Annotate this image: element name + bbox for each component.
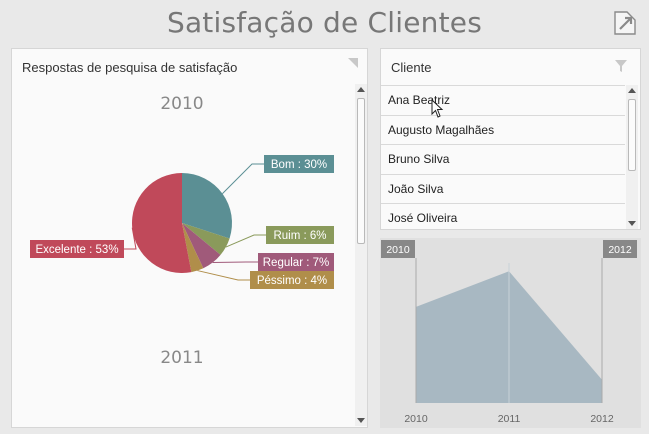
scroll-down-icon[interactable] (628, 221, 636, 226)
list-item[interactable]: João Silva (381, 173, 625, 204)
range-handle-label: 2012 (608, 244, 632, 256)
range-x-tick-label: 2011 (498, 413, 521, 425)
pie-chart: Bom : 30% Ruim : 6% Regular : 7% Péssimo : … (30, 155, 334, 289)
pie-leader-line (225, 234, 266, 248)
range-end-handle[interactable]: 2012 (601, 240, 637, 403)
client-list-scrollbar[interactable] (626, 85, 638, 229)
pie-leader-line (222, 163, 264, 194)
client-panel-caption: Cliente (391, 60, 432, 75)
scroll-thumb[interactable] (628, 99, 636, 171)
time-range-selector[interactable]: 2010 2012 2010 2011 2012 (380, 238, 641, 428)
pie-data-label: Ruim : 6% (273, 230, 326, 242)
scroll-up-icon[interactable] (357, 87, 365, 92)
pie-chart-panel: Respostas de pesquisa de satisfação 2010… (11, 48, 368, 428)
list-item[interactable]: Ana Beatriz (381, 85, 625, 115)
pie-slice[interactable] (182, 223, 204, 273)
range-start-handle[interactable]: 2010 (381, 240, 417, 403)
scroll-up-icon[interactable] (628, 88, 636, 93)
range-x-tick-label: 2012 (590, 413, 614, 425)
client-filter-panel: Cliente Ana Beatriz Augusto Magalhães Br… (380, 48, 641, 230)
pie-data-label: Bom : 30% (271, 159, 327, 171)
mouse-cursor-icon (431, 99, 444, 118)
range-handle-label: 2010 (386, 244, 410, 256)
page-title: Satisfação de Clientes (166, 6, 483, 39)
pie-label-box (30, 240, 124, 258)
pie-leader-line (212, 261, 258, 264)
pie-label-box (266, 226, 334, 244)
export-icon[interactable] (612, 8, 638, 36)
pie-data-label: Regular : 7% (263, 257, 329, 269)
pie-label-box (258, 253, 334, 271)
pie-slice[interactable] (182, 223, 221, 269)
filter-icon[interactable] (614, 59, 628, 73)
pie-leader-line (124, 227, 137, 250)
pie-slice[interactable] (182, 173, 233, 239)
list-item[interactable]: Bruno Silva (381, 144, 625, 174)
pie-year-2010: 2010 (160, 94, 204, 114)
scroll-down-icon[interactable] (357, 418, 365, 423)
scroll-thumb[interactable] (357, 98, 365, 244)
pie-slice[interactable] (182, 223, 230, 255)
pie-data-label: Péssimo : 4% (257, 275, 327, 287)
pie-label-box (250, 271, 334, 289)
pie-slice[interactable] (132, 173, 192, 273)
client-list: Ana Beatriz Augusto Magalhães Bruno Silv… (381, 85, 625, 233)
pie-label-box (264, 155, 334, 173)
pie-data-label: Excelente : 53% (35, 244, 118, 256)
range-x-tick-label: 2010 (404, 413, 428, 425)
maximize-icon[interactable] (347, 57, 359, 69)
pie-leader-line (197, 270, 250, 281)
list-item[interactable]: Augusto Magalhães (381, 114, 625, 145)
pie-year-2011: 2011 (160, 348, 204, 368)
pie-panel-scrollbar[interactable] (355, 84, 367, 426)
pie-panel-caption: Respostas de pesquisa de satisfação (22, 60, 238, 75)
list-item[interactable]: José Oliveira (381, 203, 625, 233)
